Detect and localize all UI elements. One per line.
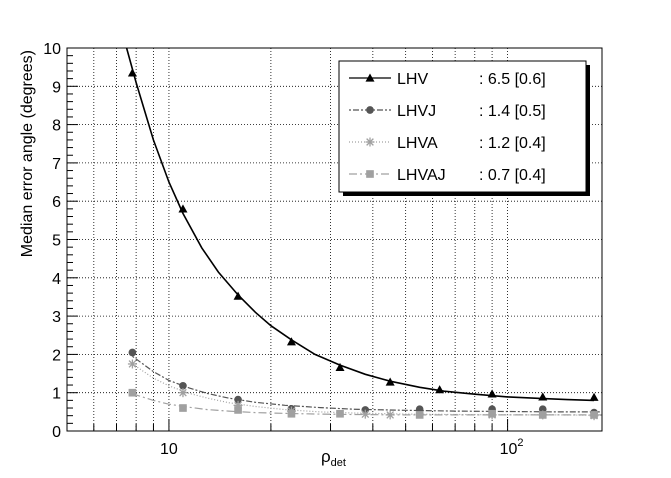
legend-value-lhvaj: : 0.7 [0.4] — [479, 167, 546, 184]
data-point-lhvj — [234, 395, 242, 404]
data-point-lhvaj — [287, 409, 296, 418]
data-point-lhvaj — [179, 404, 187, 412]
data-point-lhva — [178, 388, 188, 398]
y-tick-label: 4 — [52, 271, 61, 288]
legend-marker-lhvaj — [366, 170, 374, 178]
x-tick-label: 10 — [160, 441, 178, 458]
legend-label-lhvj: LHVJ — [397, 103, 436, 120]
data-point-lhv — [487, 389, 497, 398]
legend-value-lhv: : 6.5 [0.6] — [479, 71, 546, 88]
x-tick-label: 102 — [500, 437, 524, 458]
data-point-lhva — [360, 409, 370, 419]
data-point-lhv — [435, 385, 445, 394]
legend-marker-lhvj — [366, 106, 374, 114]
legend-label-lhv: LHV — [397, 71, 428, 88]
y-tick-label: 9 — [52, 79, 61, 96]
legend-value-lhva: : 1.2 [0.4] — [479, 135, 546, 152]
x-tick-label-base: 10 — [500, 441, 518, 458]
x-axis-title: ρdet — [321, 447, 346, 469]
y-tick-label: 3 — [52, 309, 61, 326]
data-markers — [127, 68, 599, 421]
data-point-lhv — [127, 68, 137, 77]
y-tick-label: 1 — [52, 386, 61, 403]
legend-value-lhvj: : 1.4 [0.5] — [479, 103, 546, 120]
legend: LHV : 6.5 [0.6] LHVJ : 1.4 [0.5] LHVA : 1.2 [… — [338, 60, 590, 196]
data-point-lhv — [538, 392, 548, 401]
y-tick-label: 0 — [52, 424, 61, 441]
data-point-lhva — [385, 410, 395, 420]
legend-marker-lhv — [365, 73, 375, 82]
data-point-lhvj — [415, 405, 424, 413]
data-point-lhvaj — [590, 411, 598, 419]
legend-box — [338, 60, 587, 193]
legend-marker-lhva — [365, 137, 375, 147]
y-tick-label: 8 — [52, 118, 61, 135]
data-point-lhv — [286, 337, 296, 346]
legend-label-lhvaj: LHVAJ — [397, 167, 446, 184]
y-tick-label: 5 — [52, 233, 61, 250]
axis-ticks — [66, 47, 509, 432]
x-tick-label-base: 10 — [160, 441, 178, 458]
data-point-lhvaj — [234, 406, 242, 414]
y-axis-title: Median error angle (degrees) — [19, 50, 36, 257]
data-point-lhvaj — [336, 409, 344, 418]
y-tick-label: 10 — [43, 41, 61, 58]
x-axis-title-symbol: ρ — [321, 447, 331, 466]
data-point-lhvaj — [488, 409, 496, 418]
y-tick-label: 2 — [52, 347, 61, 364]
data-point-lhvaj — [415, 411, 424, 419]
y-tick-label: 7 — [52, 156, 61, 173]
x-tick-label-exponent: 2 — [517, 437, 523, 449]
data-point-lhv — [233, 291, 243, 300]
data-point-lhv — [178, 204, 188, 213]
data-point-lhvj — [179, 381, 187, 390]
y-tick-label: 6 — [52, 194, 61, 211]
legend-label-lhva: LHVA — [397, 135, 438, 152]
data-point-lhvj — [538, 405, 547, 413]
data-point-lhvaj — [538, 411, 547, 419]
data-point-lhva — [127, 359, 137, 369]
data-point-lhvj — [128, 348, 137, 357]
x-axis-title-subscript: det — [331, 457, 346, 469]
data-point-lhv — [335, 362, 345, 372]
data-point-lhvaj — [128, 388, 137, 397]
data-point-lhv — [589, 392, 599, 401]
data-point-lhv — [385, 377, 395, 386]
